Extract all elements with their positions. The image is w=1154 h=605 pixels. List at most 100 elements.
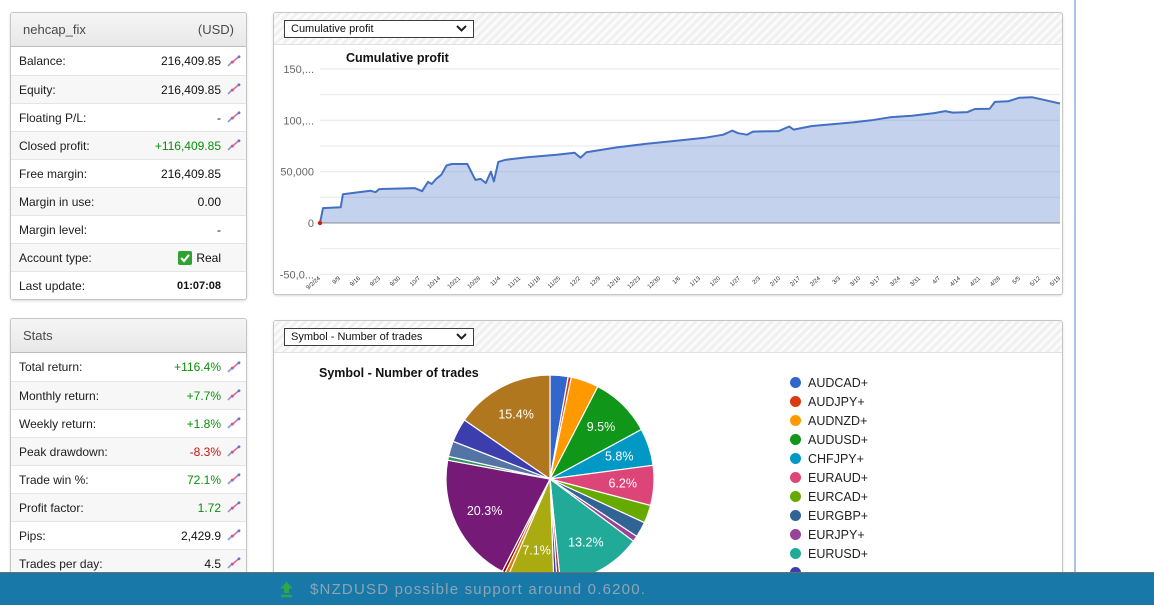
row-value: 4.5 [204,556,221,571]
profit-chart-panel: Cumulative profit Cumulative profit 150,… [273,12,1063,295]
legend-bullet-icon [790,472,801,483]
row-value: +116,409.85 [154,138,221,153]
legend-label: AUDJPY+ [808,394,865,409]
chevron-down-icon [456,23,467,35]
sparkline-chart-icon[interactable] [221,501,241,514]
account-row: Margin level: - [11,215,246,243]
pie-slice-label: 5.8% [605,450,634,464]
account-row: Last update: 01:07:08 [11,271,246,299]
sparkline-chart-icon [227,529,241,541]
pie-chart-panel: Symbol - Number of trades Symbol - Numbe… [273,320,1063,605]
legend-item[interactable]: CHFJPY+ [790,449,868,468]
row-value: 216,409.85 [160,54,221,68]
sparkline-chart-icon[interactable] [221,417,241,430]
account-row: Equity: 216,409.85 [11,75,246,103]
legend-bullet-icon [790,396,801,407]
legend-label: CHFJPY+ [808,451,864,466]
sparkline-chart-icon [227,111,241,123]
account-name: nehcap_fix [23,22,86,37]
legend-label: EURCAD+ [808,489,869,504]
pie-legend: AUDCAD+ AUDJPY+ AUDNZD+ AUDUSD+ CHFJPY+ EURAU… [790,373,868,582]
row-value: 01:07:08 [176,279,221,292]
sparkline-chart-icon[interactable] [221,54,241,68]
sparkline-chart-icon [227,417,241,429]
sparkline-chart-icon [227,139,241,151]
sparkline-chart-icon[interactable] [221,389,241,402]
legend-bullet-icon [790,453,801,464]
up-arrow-icon [278,581,295,598]
symbol-pie-chart: 9.5% 5.8% 6.2% 13.2% 7.1% 20.3% 15.4% [440,369,660,589]
row-label: Trades per day: [19,556,103,571]
sparkline-chart-icon [227,389,241,401]
sparkline-chart-icon[interactable] [221,445,241,458]
legend-label: EURAUD+ [808,470,869,485]
icon-spacer [221,251,241,264]
sparkline-chart-icon[interactable] [221,557,241,570]
row-label: Account type: [19,250,92,265]
row-value: - [217,110,221,125]
news-ticker[interactable]: $NZDUSD possible support around 0.6200. [0,572,1154,605]
sparkline-chart-icon[interactable] [221,473,241,486]
profit-chart-select-value: Cumulative profit [291,23,374,35]
page-divider [1074,0,1076,572]
legend-label: EURGBP+ [808,508,869,523]
row-value: +7.7% [186,388,221,403]
row-label: Trade win %: [19,472,89,487]
pie-chart-title: Symbol - Number of trades [319,366,479,380]
sparkline-chart-icon[interactable] [221,111,241,124]
legend-item[interactable]: EURCAD+ [790,487,868,506]
pie-slice[interactable] [445,459,551,573]
row-label: Margin level: [19,222,88,237]
sparkline-chart-icon [227,54,241,67]
profit-chart-select[interactable]: Cumulative profit [284,20,474,38]
stats-row: Trade win %: 72.1% [11,465,246,493]
row-value: 72.1% [186,472,221,487]
legend-item[interactable]: EURGBP+ [790,506,868,525]
account-panel: nehcap_fix (USD) Balance: 216,409.85 Equit… [10,12,247,300]
legend-item[interactable]: EURUSD+ [790,544,868,563]
row-value: +1.8% [186,416,221,431]
legend-item[interactable]: EURAUD+ [790,468,868,487]
legend-label: EURJPY+ [808,527,865,542]
legend-item[interactable]: AUDCAD+ [790,373,868,392]
pie-slice-label: 7.1% [522,544,551,558]
legend-bullet-icon [790,377,801,388]
sparkline-chart-icon[interactable] [221,360,241,374]
account-row: Free margin: 216,409.85 [11,159,246,187]
sparkline-chart-icon [227,360,241,373]
pie-slice-label: 15.4% [498,408,533,422]
row-label: Floating P/L: [19,110,87,125]
stats-row: Peak drawdown: -8.3% [11,437,246,465]
legend-item[interactable]: AUDUSD+ [790,430,868,449]
row-label: Balance: [19,54,66,68]
account-row: Account type: Real [11,243,246,271]
legend-item[interactable]: EURJPY+ [790,525,868,544]
account-row: Margin in use: 0.00 [11,187,246,215]
sparkline-chart-icon[interactable] [221,529,241,542]
profit-chart-toolbar: Cumulative profit [274,13,1062,45]
sparkline-chart-icon[interactable] [221,83,241,96]
legend-bullet-icon [790,529,801,540]
row-value: 0.00 [197,194,221,209]
row-value: -8.3% [189,444,221,459]
stats-row: Monthly return: +7.7% [11,381,246,409]
icon-spacer [221,195,241,208]
chevron-down-icon [456,331,467,343]
pie-slice[interactable] [463,374,551,481]
stats-panel-header: Stats [11,319,246,353]
icon-spacer [221,167,241,180]
account-rows: Balance: 216,409.85 Equity: 216,409.85 Float… [11,47,246,299]
sparkline-chart-icon[interactable] [221,139,241,152]
profit-chart-body: Cumulative profit 150,... 100,... 50,000 0 -… [274,45,1062,294]
legend-item[interactable]: AUDNZD+ [790,411,868,430]
real-checkbox-icon [178,250,193,265]
y-axis-label: 100,... [283,115,314,127]
pie-slice-label: 20.3% [467,504,502,518]
row-label: Peak drawdown: [19,444,108,459]
stats-title: Stats [23,328,53,343]
row-value: Real [92,250,221,265]
row-value: 1.72 [197,500,221,515]
legend-item[interactable]: AUDJPY+ [790,392,868,411]
pie-chart-select[interactable]: Symbol - Number of trades [284,328,474,346]
legend-bullet-icon [790,510,801,521]
